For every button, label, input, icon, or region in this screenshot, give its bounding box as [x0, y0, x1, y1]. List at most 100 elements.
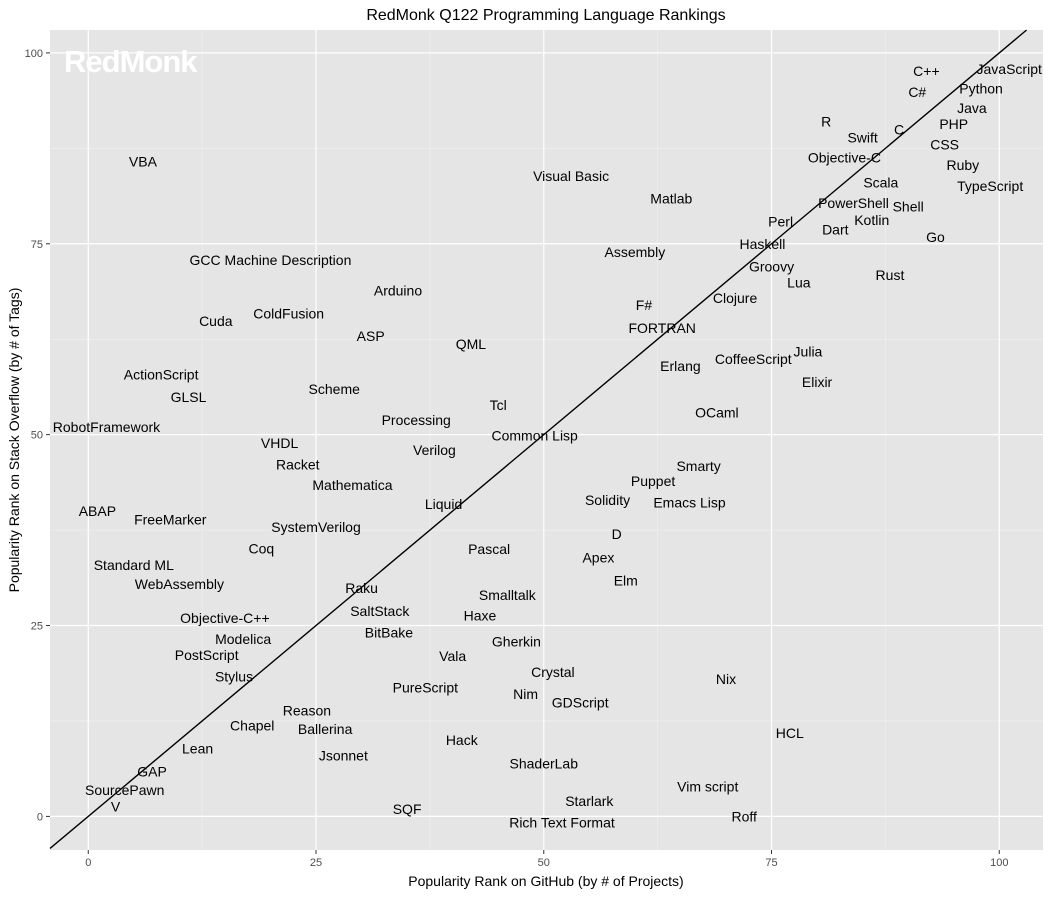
- point-label: Rust: [876, 267, 905, 283]
- point-label: PureScript: [393, 679, 458, 695]
- point-label: PowerShell: [818, 195, 889, 211]
- reference-line: [49, 29, 1028, 850]
- point-label: Swift: [847, 130, 877, 146]
- x-tick-label: 75: [765, 857, 777, 869]
- point-label: Julia: [794, 343, 823, 359]
- point-label: Dart: [822, 221, 849, 237]
- point-label: Raku: [345, 580, 378, 596]
- point-label: Lua: [787, 275, 811, 291]
- point-label: CSS: [930, 137, 959, 153]
- point-label: Perl: [768, 214, 793, 230]
- point-label: Groovy: [749, 259, 794, 275]
- point-label: Solidity: [585, 492, 630, 508]
- point-label: Ballerina: [298, 721, 353, 737]
- point-label: Common Lisp: [491, 427, 578, 443]
- point-label: Nim: [513, 686, 538, 702]
- point-label: FreeMarker: [134, 511, 207, 527]
- point-label: BitBake: [365, 624, 413, 640]
- point-label: Ruby: [946, 157, 979, 173]
- point-label: CoffeeScript: [715, 351, 792, 367]
- point-label: Rich Text Format: [509, 814, 615, 830]
- point-label: Elixir: [802, 374, 833, 390]
- point-label: Verilog: [413, 442, 456, 458]
- point-label: Java: [957, 100, 987, 116]
- point-label: Roff: [731, 808, 757, 824]
- point-label: OCaml: [695, 405, 739, 421]
- point-label: Visual Basic: [533, 168, 609, 184]
- point-label: Modelica: [215, 631, 271, 647]
- point-label: Elm: [614, 572, 638, 588]
- point-label: R: [821, 114, 831, 130]
- point-label: Gherkin: [492, 634, 541, 650]
- point-label: GDScript: [552, 695, 609, 711]
- point-label: Erlang: [660, 358, 700, 374]
- y-tick-label: 100: [25, 48, 43, 60]
- x-axis-label: Popularity Rank on GitHub (by # of Proje…: [408, 873, 683, 889]
- point-label: Go: [926, 229, 945, 245]
- point-label: SourcePawn: [85, 782, 164, 798]
- point-label: Lean: [182, 740, 213, 756]
- point-label: Python: [959, 81, 1003, 97]
- point-label: FORTRAN: [628, 320, 695, 336]
- y-axis-label: Popularity Rank on Stack Overflow (by # …: [6, 288, 22, 593]
- point-label: TypeScript: [957, 178, 1023, 194]
- point-label: ASP: [357, 328, 385, 344]
- point-label: Standard ML: [94, 557, 174, 573]
- x-tick-label: 50: [538, 857, 550, 869]
- point-label: Clojure: [713, 290, 758, 306]
- point-label: Objective-C++: [180, 610, 269, 626]
- point-label: Pascal: [468, 541, 510, 557]
- point-label: Haxe: [464, 607, 497, 623]
- point-label: RobotFramework: [53, 419, 161, 435]
- point-label: GCC Machine Description: [190, 252, 352, 268]
- y-tick-label: 75: [31, 239, 43, 251]
- point-label: Chapel: [230, 718, 274, 734]
- panel-background: [50, 30, 1043, 850]
- point-label: GAP: [137, 763, 167, 779]
- point-label: Emacs Lisp: [653, 494, 726, 510]
- point-label: QML: [456, 336, 487, 352]
- axes: 0 25 50 75 100 0 25 50 75 100: [25, 48, 1009, 869]
- point-label: PHP: [939, 116, 968, 132]
- point-label: Liquid: [425, 496, 462, 512]
- point-label: D: [612, 526, 622, 542]
- reference-line-layer: [49, 29, 1028, 850]
- point-label: Haskell: [739, 236, 785, 252]
- point-label: C++: [913, 63, 939, 79]
- point-label: ActionScript: [124, 366, 199, 382]
- point-label: Crystal: [531, 664, 575, 680]
- point-label: C#: [908, 84, 926, 100]
- point-label: Smarty: [676, 458, 720, 474]
- point-label: ColdFusion: [253, 305, 324, 321]
- point-label: Scheme: [309, 381, 361, 397]
- point-label: Matlab: [650, 191, 692, 207]
- plot-panel: [50, 30, 1043, 850]
- point-label: Shell: [893, 198, 924, 214]
- point-label: JavaScript: [977, 61, 1042, 77]
- point-label: SaltStack: [350, 603, 410, 619]
- point-label: SystemVerilog: [271, 519, 360, 535]
- point-label: Vala: [439, 648, 466, 664]
- point-label: Assembly: [605, 244, 666, 260]
- point-label: Racket: [276, 456, 320, 472]
- point-label: Stylus: [215, 668, 253, 684]
- point-label: Coq: [249, 540, 275, 556]
- point-label: ShaderLab: [510, 756, 579, 772]
- point-label: Cuda: [199, 313, 233, 329]
- point-label: PostScript: [175, 647, 239, 663]
- point-label: Jsonnet: [319, 747, 368, 763]
- x-tick-label: 0: [85, 857, 91, 869]
- point-label: Arduino: [374, 282, 422, 298]
- chart-title: RedMonk Q122 Programming Language Rankin…: [366, 7, 725, 24]
- point-label: F#: [636, 297, 653, 313]
- point-label: Hack: [446, 732, 479, 748]
- point-label: HCL: [776, 725, 804, 741]
- point-label: Processing: [382, 412, 451, 428]
- point-label: Smalltalk: [479, 587, 537, 603]
- point-label: Vim script: [677, 779, 738, 795]
- x-tick-label: 25: [310, 857, 322, 869]
- point-label: GLSL: [171, 389, 207, 405]
- point-label: Objective-C: [808, 149, 881, 165]
